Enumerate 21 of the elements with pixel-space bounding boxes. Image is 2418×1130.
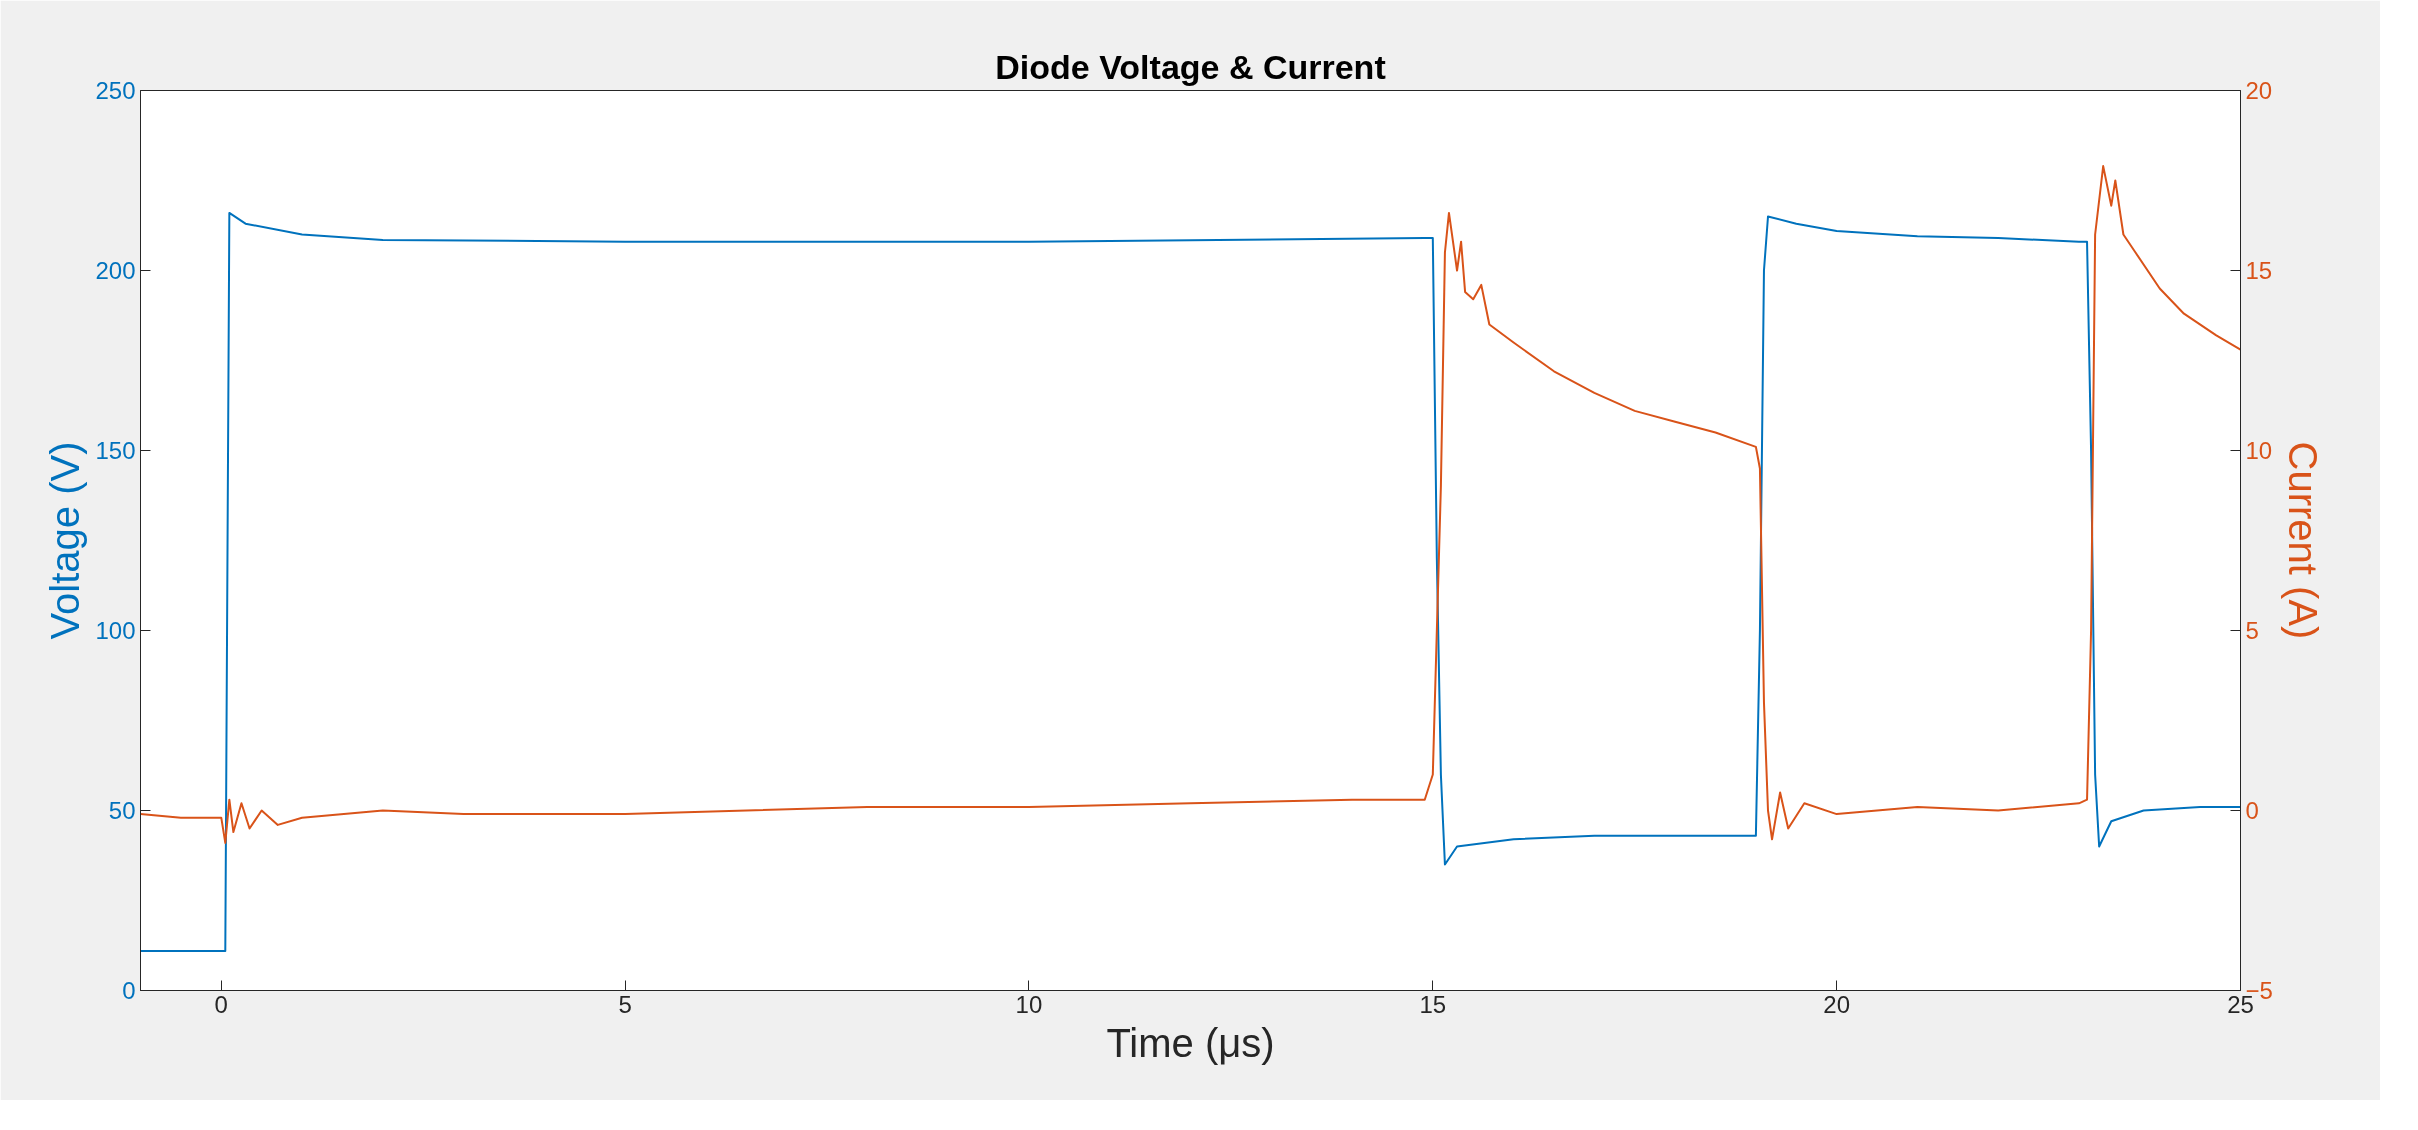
- chart-title: Diode Voltage & Current: [995, 47, 1386, 86]
- y2-tick-label: 5: [2245, 617, 2259, 644]
- y-tick-label: 150: [95, 437, 136, 464]
- y-axis-title: Voltage (V): [43, 441, 88, 640]
- line-series: [140, 211, 2241, 952]
- x-tick-label: 5: [618, 990, 632, 1018]
- line-series: [140, 165, 2241, 844]
- y2-tick-label: 10: [2245, 437, 2273, 464]
- y2-tick-label: 15: [2245, 257, 2273, 284]
- y-tick-label: 200: [95, 257, 136, 284]
- y2-tick-label: 20: [2245, 77, 2273, 104]
- x-tick-label: 20: [1823, 990, 1851, 1018]
- x-axis-title: Time (μs): [1106, 1020, 1275, 1065]
- x-tick-label: 10: [1015, 990, 1043, 1018]
- y-tick-label: 250: [95, 77, 136, 104]
- x-tick-label: 0: [214, 990, 228, 1018]
- y2-axis-title: Current (A): [2280, 441, 2325, 640]
- x-tick-label: 15: [1419, 990, 1447, 1018]
- y-tick-label: 50: [108, 797, 136, 824]
- y2-tick-label: 0: [2245, 797, 2259, 824]
- y-tick-label: 100: [95, 617, 136, 644]
